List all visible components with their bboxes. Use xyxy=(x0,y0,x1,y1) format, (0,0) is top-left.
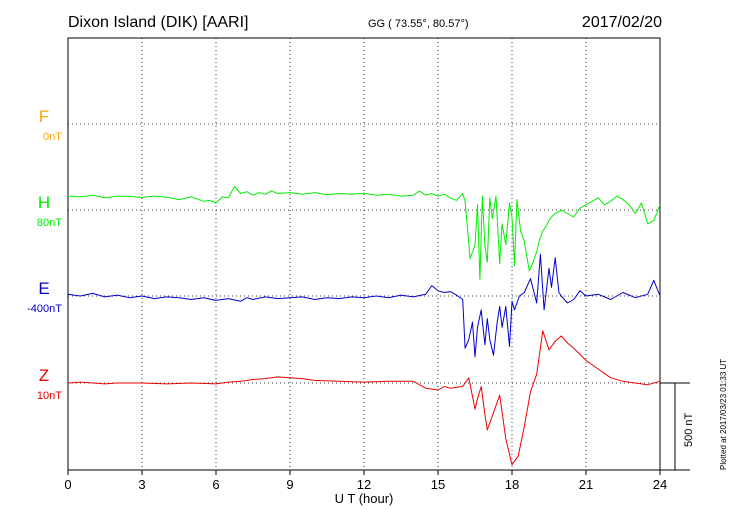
trace-h xyxy=(67,186,661,281)
trace-z xyxy=(67,330,661,466)
channel-name-e: E xyxy=(38,279,49,298)
x-tick-label: 0 xyxy=(64,477,71,492)
x-tick-label: 18 xyxy=(505,477,519,492)
x-tick-label: 24 xyxy=(653,477,667,492)
channel-baseline-f: 0nT xyxy=(43,131,62,143)
x-axis-ticks: 0 3 6 9 12 15 18 21 24 xyxy=(64,470,667,492)
x-tick-label: 12 xyxy=(357,477,371,492)
x-tick-label: 21 xyxy=(579,477,593,492)
date-label: 2017/02/20 xyxy=(582,14,662,31)
traces xyxy=(67,186,661,466)
scale-bar: 500 nT xyxy=(660,382,695,471)
channel-labels: F 0nT H 80nT E -400nT Z 10nT xyxy=(27,107,62,402)
x-tick-label: 3 xyxy=(138,477,145,492)
x-tick-label: 15 xyxy=(431,477,445,492)
trace-e xyxy=(67,253,661,358)
channel-name-f: F xyxy=(39,107,49,126)
x-tick-label: 9 xyxy=(286,477,293,492)
grid xyxy=(68,38,660,470)
channel-name-h: H xyxy=(38,193,50,212)
chart-title: Dixon Island (DIK) [AARI] xyxy=(68,14,249,31)
coordinates-label: GG ( 73.55°, 80.57°) xyxy=(368,18,469,30)
plotted-timestamp: Plotted at 2017/03/23 01:33 UT xyxy=(719,359,728,470)
scale-bar-label: 500 nT xyxy=(683,412,695,447)
x-tick-label: 6 xyxy=(212,477,219,492)
channel-baseline-z: 10nT xyxy=(37,390,62,402)
channel-baseline-h: 80nT xyxy=(37,217,62,229)
channel-baseline-e: -400nT xyxy=(27,303,62,315)
x-axis-label: U T (hour) xyxy=(335,491,394,506)
channel-name-z: Z xyxy=(39,366,49,385)
